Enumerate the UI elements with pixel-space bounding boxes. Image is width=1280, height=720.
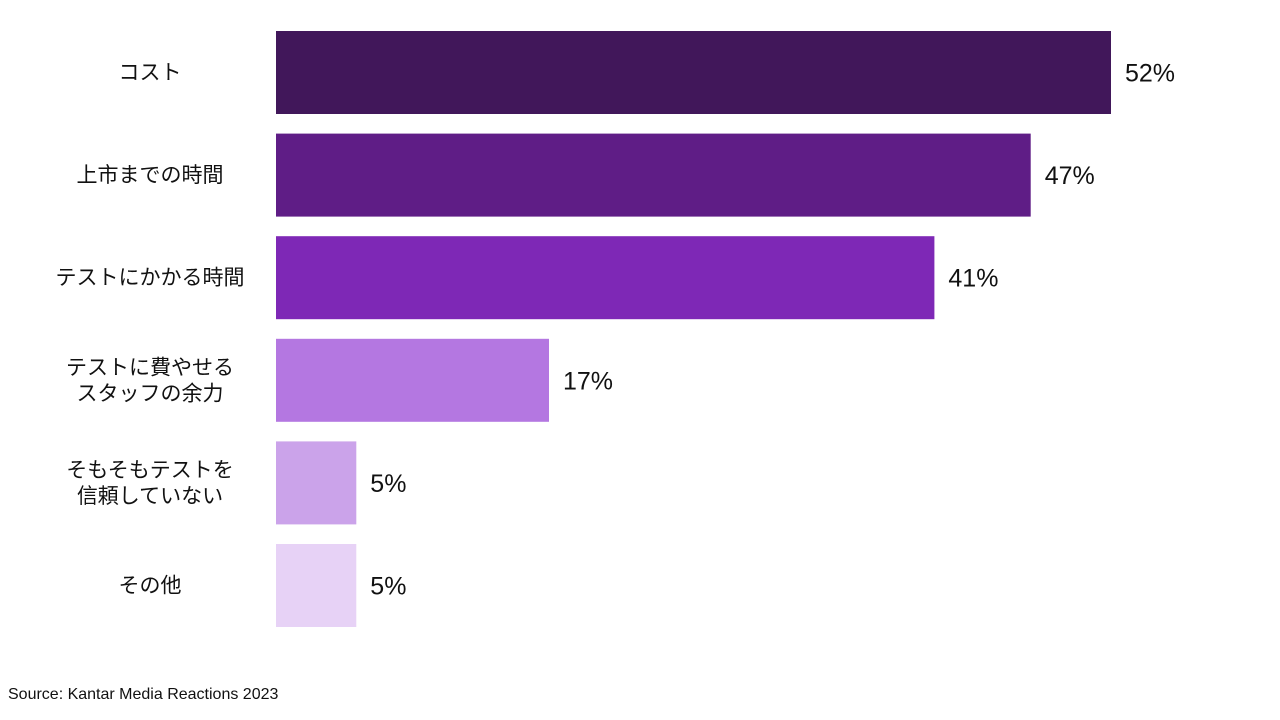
value-label-2: 41%: [948, 265, 998, 293]
value-label-1: 47%: [1045, 162, 1095, 190]
value-label-5: 5%: [370, 573, 406, 601]
source-note: Source: Kantar Media Reactions 2023: [8, 686, 279, 703]
bar-2: [276, 236, 935, 320]
bar-1: [276, 133, 1031, 217]
category-label-1: 上市までの時間: [77, 163, 224, 187]
bar-4: [276, 441, 357, 525]
category-label-4: そもそもテストを信頼していない: [66, 458, 234, 508]
value-label-0: 52%: [1125, 60, 1175, 88]
category-label-2: テストにかかる時間: [56, 266, 245, 290]
value-label-3: 17%: [563, 367, 613, 395]
category-label-3: テストに費やせるスタッフの余力: [66, 355, 234, 405]
bar-0: [276, 31, 1111, 114]
bar-3: [276, 338, 549, 422]
bar-5: [276, 544, 357, 627]
category-label-0: コスト: [119, 61, 182, 85]
value-label-4: 5%: [370, 470, 406, 498]
category-label-5: その他: [119, 574, 182, 598]
bar-chart: 52% コスト 47% 上市までの時間 41% テストにかかる時間 17% テストに費やせるス…: [56, 31, 1175, 627]
